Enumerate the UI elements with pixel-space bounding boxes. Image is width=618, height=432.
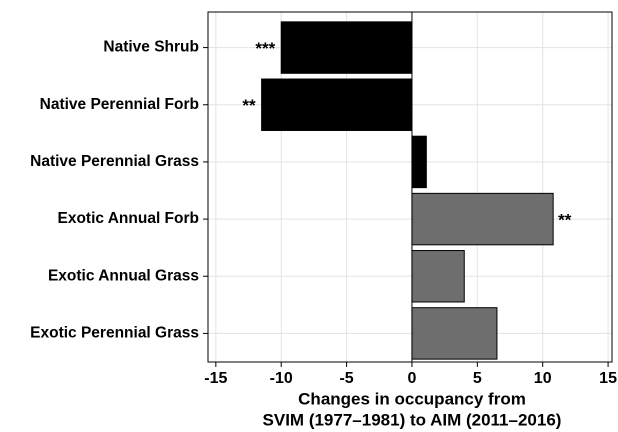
x-tick-label: -15 <box>204 370 227 387</box>
significance-label: ** <box>558 211 572 230</box>
bar <box>411 192 554 246</box>
y-tick-label: Exotic Annual Grass <box>48 267 199 284</box>
significance-label: ** <box>242 96 256 115</box>
bar <box>261 78 413 131</box>
x-tick-label: -5 <box>339 370 353 387</box>
bar <box>280 21 413 74</box>
bar <box>411 307 498 360</box>
y-tick-label: Native Shrub <box>103 39 199 56</box>
y-tick-label: Exotic Annual Forb <box>57 210 199 227</box>
x-tick-label: 10 <box>534 370 552 387</box>
x-tick-label: 5 <box>473 370 482 387</box>
y-tick-label: Native Perennial Forb <box>40 96 199 113</box>
x-tick-label: -10 <box>270 370 293 387</box>
significance-label: *** <box>255 39 275 58</box>
bar <box>411 250 465 303</box>
x-tick-label: 0 <box>408 370 417 387</box>
x-axis-title: SVIM (1977–1981) to AIM (2011–2016) <box>263 410 562 429</box>
y-tick-label: Native Perennial Grass <box>30 153 199 170</box>
y-tick-label: Exotic Perennial Grass <box>30 325 199 342</box>
x-axis-title: Changes in occupancy from <box>298 389 526 408</box>
bar <box>411 135 427 189</box>
x-tick-label: 15 <box>599 370 617 387</box>
plot-border <box>207 11 613 363</box>
